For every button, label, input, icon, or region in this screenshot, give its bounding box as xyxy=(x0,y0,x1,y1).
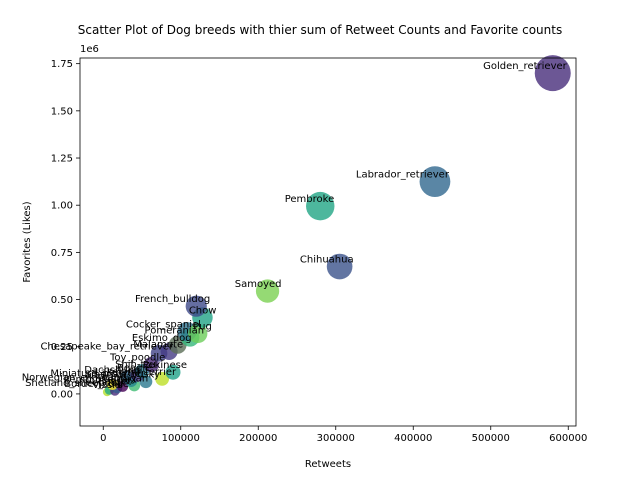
y-tick-label: 0.00 xyxy=(51,389,73,400)
x-tick-label: 0 xyxy=(100,433,106,444)
point-label: Border_collie xyxy=(64,379,129,390)
point-label: Samoyed xyxy=(235,279,282,290)
point-label: Pug xyxy=(193,322,212,333)
data-point xyxy=(188,323,208,344)
point-label: Vizsla xyxy=(92,380,121,391)
data-point xyxy=(117,380,129,392)
point-label: Dachshund xyxy=(84,365,140,376)
point-label: Eskimo_dog xyxy=(132,333,192,344)
point-label: Pembroke_mix xyxy=(64,374,137,385)
point-labels-layer: Golden_retriever Labrador_retriever Pembro… xyxy=(22,61,568,391)
data-point xyxy=(419,166,451,197)
y-tick-label: 0.50 xyxy=(51,295,73,306)
data-point xyxy=(165,364,181,380)
x-axis: 0 100000 200000 300000 400000 500000 600000 xyxy=(100,426,587,444)
data-point xyxy=(306,191,335,221)
point-label: Beagle xyxy=(117,363,151,374)
data-point xyxy=(143,357,159,373)
point-label: Pembroke xyxy=(285,194,335,205)
point-label: Golden_retriever xyxy=(483,61,568,72)
y-tick-label: 1.75 xyxy=(51,59,73,70)
x-tick-label: 300000 xyxy=(317,433,355,444)
point-label: Shih-tzu xyxy=(115,359,156,370)
point-label: Lakeland_terrier xyxy=(95,367,177,378)
y-tick-label: 0.25 xyxy=(51,342,73,353)
point-label: Pekinese xyxy=(143,360,187,371)
point-label: Miniature_pinscher xyxy=(50,369,146,380)
point-label: Cocker_spaniel xyxy=(126,320,201,331)
x-tick-label: 200000 xyxy=(239,433,277,444)
points-layer xyxy=(102,55,571,397)
plot-frame xyxy=(79,57,577,427)
point-label: Basset xyxy=(98,376,132,387)
y-tick-label: 1.50 xyxy=(51,106,73,117)
y-tick-label: 0.75 xyxy=(51,248,73,259)
y-axis-scale-label: 1e6 xyxy=(80,44,99,55)
point-label: Toy_poodle xyxy=(109,353,165,364)
x-tick-label: 100000 xyxy=(162,433,200,444)
data-point xyxy=(155,371,170,386)
x-tick-label: 400000 xyxy=(394,433,432,444)
y-axis-label: Favorites (Likes) xyxy=(22,201,33,282)
point-label: French_bulldog xyxy=(135,294,210,305)
point-label: Labrador_retriever xyxy=(356,170,450,181)
point-label: Malamute xyxy=(133,339,183,350)
point-label: Siberian_husky xyxy=(85,370,160,381)
x-axis-label: Retweets xyxy=(305,459,351,470)
point-label: Chihuahua xyxy=(300,255,354,266)
point-label: Norwegian_elkhound xyxy=(22,372,127,383)
y-tick-label: 1.25 xyxy=(51,154,73,165)
point-label: Chesapeake_bay_retriever xyxy=(40,341,173,352)
y-axis: 0.00 0.25 0.50 0.75 1.00 1.25 1.50 1.75 xyxy=(51,59,80,400)
data-point xyxy=(120,370,133,384)
data-point xyxy=(107,379,119,390)
data-point xyxy=(185,295,207,317)
x-tick-label: 500000 xyxy=(472,433,510,444)
data-point xyxy=(326,253,353,280)
point-label: Pomeranian xyxy=(145,325,205,336)
x-tick-label: 600000 xyxy=(549,433,587,444)
point-label: Cardigan xyxy=(103,373,148,384)
y-tick-label: 1.00 xyxy=(51,201,73,212)
point-label: Shetland_sheepdog xyxy=(25,378,123,389)
data-point xyxy=(534,55,571,92)
chart-title: Scatter Plot of Dog breeds with thier su… xyxy=(78,23,562,37)
data-point xyxy=(255,279,280,303)
point-label: Chow xyxy=(189,305,217,316)
